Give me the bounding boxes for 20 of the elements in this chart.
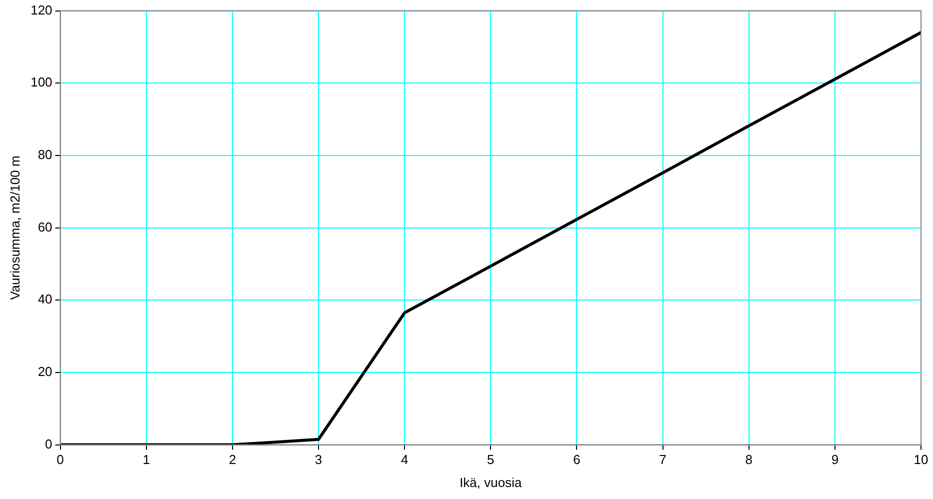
x-tick-label: 2 — [228, 452, 236, 468]
y-tick-label: 20 — [38, 364, 52, 380]
y-tick-label: 100 — [30, 74, 52, 90]
x-tick-label: 10 — [914, 452, 928, 468]
x-tick-label: 9 — [831, 452, 839, 468]
y-tick-label: 120 — [30, 2, 52, 18]
x-tick-label: 6 — [573, 452, 580, 468]
x-tick-label: 3 — [314, 452, 322, 468]
x-tick-label: 8 — [745, 452, 752, 468]
x-tick-label: 5 — [487, 452, 494, 468]
x-tick-label: 1 — [142, 452, 150, 468]
y-tick-label: 60 — [38, 219, 52, 234]
y-tick-label: 80 — [38, 147, 52, 162]
x-tick-label: 4 — [400, 452, 408, 468]
x-axis-title: Ikä, vuosia — [460, 474, 522, 490]
x-tick-label: 0 — [56, 452, 64, 468]
x-tick-label: 7 — [659, 452, 666, 468]
y-axis-title: Vauriosumma, m2/100 m — [7, 156, 22, 300]
y-tick-label: 0 — [45, 436, 52, 452]
y-tick-label: 40 — [38, 292, 52, 307]
